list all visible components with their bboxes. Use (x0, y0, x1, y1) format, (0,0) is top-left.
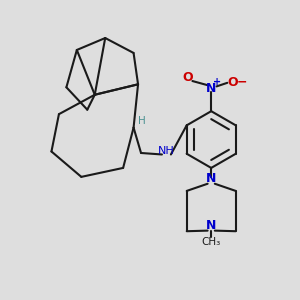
Text: O: O (183, 71, 193, 84)
Text: H: H (138, 116, 146, 126)
Text: N: N (206, 219, 216, 232)
Text: CH₃: CH₃ (202, 237, 221, 247)
Text: NH: NH (158, 146, 175, 157)
Text: O: O (227, 76, 238, 89)
Text: N: N (206, 172, 216, 185)
Text: N: N (206, 82, 216, 95)
Text: +: + (213, 77, 221, 87)
Text: −: − (236, 76, 247, 89)
